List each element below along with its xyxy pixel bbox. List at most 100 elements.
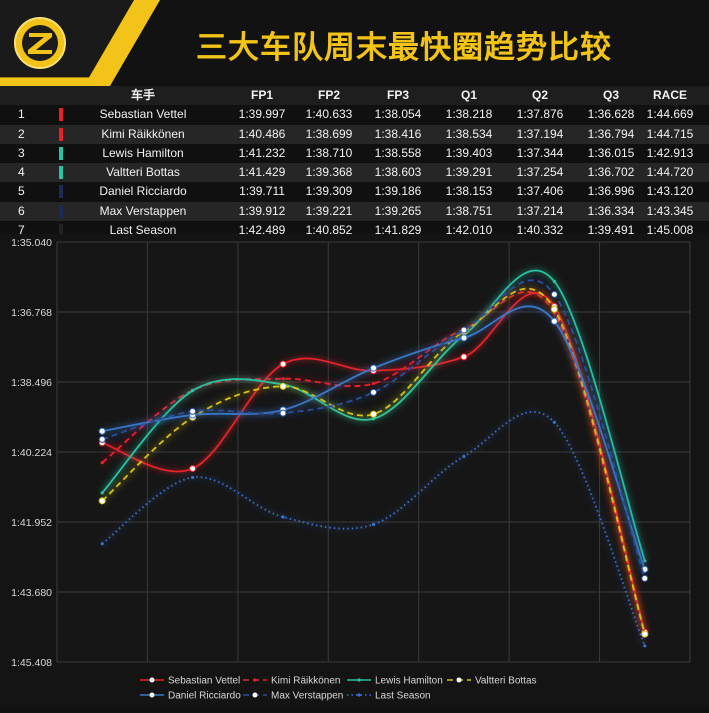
row-rank: 2 [18,126,25,141]
table-row: 2 Kimi Räikkönen 1:40.486 1:38.699 1:38.416 1… [0,124,709,144]
lap-time-cell: 1:40.332 [516,223,564,238]
legend-label: Max Verstappen [271,691,343,702]
team-color-swatch [59,108,63,122]
lap-time-cell: 1:40.852 [305,223,353,238]
team-color-swatch [59,146,63,160]
lap-time-cell: 1:39.309 [305,184,353,199]
data-point [460,334,468,342]
lap-time-cell: 1:38.710 [305,145,353,160]
lap-time-cell: 1:38.416 [374,126,422,141]
lap-time-cell: 1:36.015 [587,145,635,160]
lap-time-cell: 1:38.699 [305,126,353,141]
y-tick-label: 1:43.680 [11,587,52,599]
table-header-cell: Q2 [531,88,548,102]
lap-time-cell: 1:41.429 [238,165,286,180]
row-rank: 5 [18,184,25,199]
lap-time-cell: 1:39.997 [238,107,286,122]
driver-name: Max Verstappen [99,203,187,218]
lap-time-cell: 1:44.715 [646,126,694,141]
data-point [552,279,556,284]
y-tick-label: 1:36.768 [11,307,52,319]
y-tick-label: 1:38.496 [11,377,52,389]
lap-time-cell: 1:41.829 [374,223,422,238]
row-rank: 6 [18,203,25,218]
row-rank: 1 [18,107,25,122]
data-point [550,290,558,298]
lap-time-cell: 1:42.489 [238,223,286,238]
series-line [101,291,646,635]
row-rank: 4 [18,165,25,180]
legend-label: Kimi Räikkönen [271,676,340,687]
data-point [371,417,376,421]
lap-time-cell: 1:39.403 [445,145,493,160]
legend-label: Valtteri Bottas [475,676,537,687]
data-point [100,491,104,495]
table-header-cell: Q1 [460,88,477,102]
table-header-cell: Q3 [602,88,619,102]
table-row: 3 Lewis Hamilton 1:41.232 1:38.710 1:38.558 1… [0,143,709,164]
lap-time-cell: 1:40.633 [305,107,353,122]
lap-time-cell: 1:39.221 [305,203,353,218]
data-point [462,454,466,458]
lap-time-cell: 1:38.751 [445,203,493,218]
lap-time-cell: 1:38.153 [445,184,493,199]
lap-time-cell: 1:37.876 [516,107,564,122]
lap-time-cell: 1:38.054 [374,107,422,122]
data-point [191,389,195,393]
logo [0,0,170,86]
lap-time-cell: 1:38.218 [445,107,493,122]
legend-marker [149,692,155,698]
row-rank: 3 [18,145,25,160]
data-point [100,542,104,546]
driver-name: Lewis Hamilton [102,145,184,160]
table-header-row: 车手 FP1 FP2 FP3 Q1 Q2 Q3 RACE [0,86,709,106]
lap-time-cell: 1:42.010 [445,223,493,238]
legend-label: Daniel Ricciardo [168,691,241,702]
driver-name: Sebastian Vettel [99,107,187,122]
legend-marker [149,677,155,683]
team-color-swatch [59,185,63,199]
lap-time-cell: 1:39.265 [374,203,422,218]
data-point [643,559,647,563]
data-point [550,305,558,313]
data-point [371,381,376,386]
lap-time-cell: 1:45.008 [646,223,694,238]
lap-time-cell: 1:39.368 [305,165,353,180]
legend-marker [252,692,258,698]
table-row: 1 Sebastian Vettel 1:39.997 1:40.633 1:38.05… [0,105,709,125]
lap-time-cell: 1:40.486 [238,126,286,141]
data-point [371,522,376,526]
data-point [191,475,195,480]
lap-time-cell: 1:36.996 [587,184,635,199]
table-row: 5 Daniel Ricciardo 1:39.711 1:39.309 1:39.18… [0,182,709,202]
legend-marker [357,693,361,697]
series-line [102,305,646,570]
team-color-swatch [59,166,63,180]
data-point [279,409,287,417]
lap-time-cell: 1:44.669 [646,107,694,122]
table-header-cell: RACE [652,88,687,102]
y-tick-label: 1:35.040 [11,237,52,249]
y-tick-label: 1:40.224 [11,447,52,459]
page-title: 三大车队周末最快圈趋势比较 [196,30,612,66]
lap-time-cell: 1:39.711 [239,184,285,199]
driver-name: Last Season [109,223,177,238]
legend-marker [253,678,257,682]
series-line [101,279,646,579]
table-row: 4 Valtteri Bottas 1:41.429 1:39.368 1:38.603… [0,163,709,183]
header: 三大车队周末最快圈趋势比较 [0,0,709,86]
lap-time-cell: 1:37.194 [516,126,564,141]
lap-time-cell: 1:36.702 [587,165,635,180]
lap-time-cell: 1:43.345 [646,203,694,218]
data-point [100,461,104,465]
lap-time-cell: 1:41.232 [238,145,286,160]
lap-time-cell: 1:44.720 [646,165,694,180]
data-point [98,427,106,435]
table-header-cell: FP1 [250,88,273,102]
table-row: 6 Max Verstappen 1:39.912 1:39.221 1:39.265 1… [0,201,709,222]
lap-time-cell: 1:36.628 [587,107,635,122]
lap-time-cell: 1:36.334 [587,203,635,218]
team-color-swatch [59,224,63,238]
lap-time-cell: 1:42.913 [646,145,694,160]
